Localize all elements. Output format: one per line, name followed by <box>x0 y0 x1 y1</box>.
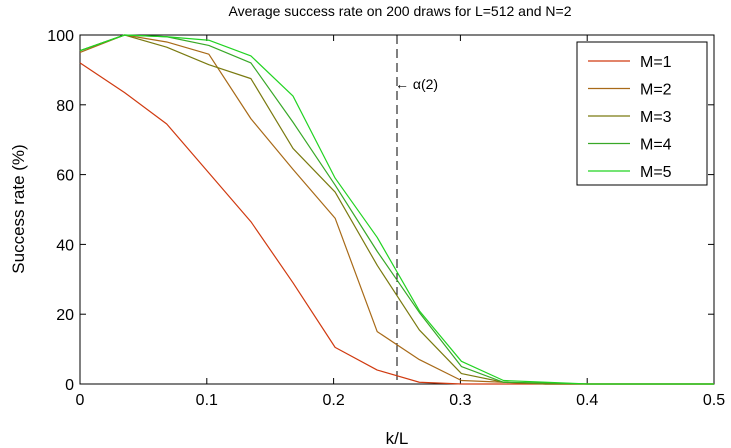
y-tick-label: 20 <box>56 307 74 324</box>
y-tick-label: 100 <box>47 28 74 45</box>
series-group <box>79 34 714 385</box>
legend-label: M=4 <box>640 137 672 154</box>
legend-label: M=2 <box>640 82 672 99</box>
x-tick-label: 0 <box>76 392 85 409</box>
x-tick-label: 0.5 <box>703 392 725 409</box>
x-axis: 0 0.1 0.2 0.3 0.4 0.5 <box>76 35 725 409</box>
x-tick-label: 0.1 <box>196 392 218 409</box>
legend-box <box>576 41 708 186</box>
x-tick-label: 0.3 <box>449 392 471 409</box>
legend: M=1 M=2 M=3 M=4 M=5 <box>576 41 708 186</box>
y-axis: 0 20 40 60 80 100 <box>47 28 714 394</box>
alpha-annotation: ← α(2) <box>395 76 438 92</box>
chart-title: Average success rate on 200 draws for L=… <box>229 3 572 19</box>
x-axis-label: k/L <box>386 429 409 448</box>
y-tick-label: 0 <box>65 377 74 394</box>
y-axis-label: Success rate (%) <box>9 144 28 273</box>
x-tick-label: 0.4 <box>576 392 598 409</box>
legend-label: M=3 <box>640 109 672 126</box>
legend-label: M=5 <box>640 164 672 181</box>
y-tick-label: 80 <box>56 98 74 115</box>
x-tick-label: 0.2 <box>322 392 344 409</box>
series-line-m5 <box>79 34 714 385</box>
y-tick-label: 60 <box>56 168 74 185</box>
y-tick-label: 40 <box>56 237 74 254</box>
legend-label: M=1 <box>640 54 672 71</box>
